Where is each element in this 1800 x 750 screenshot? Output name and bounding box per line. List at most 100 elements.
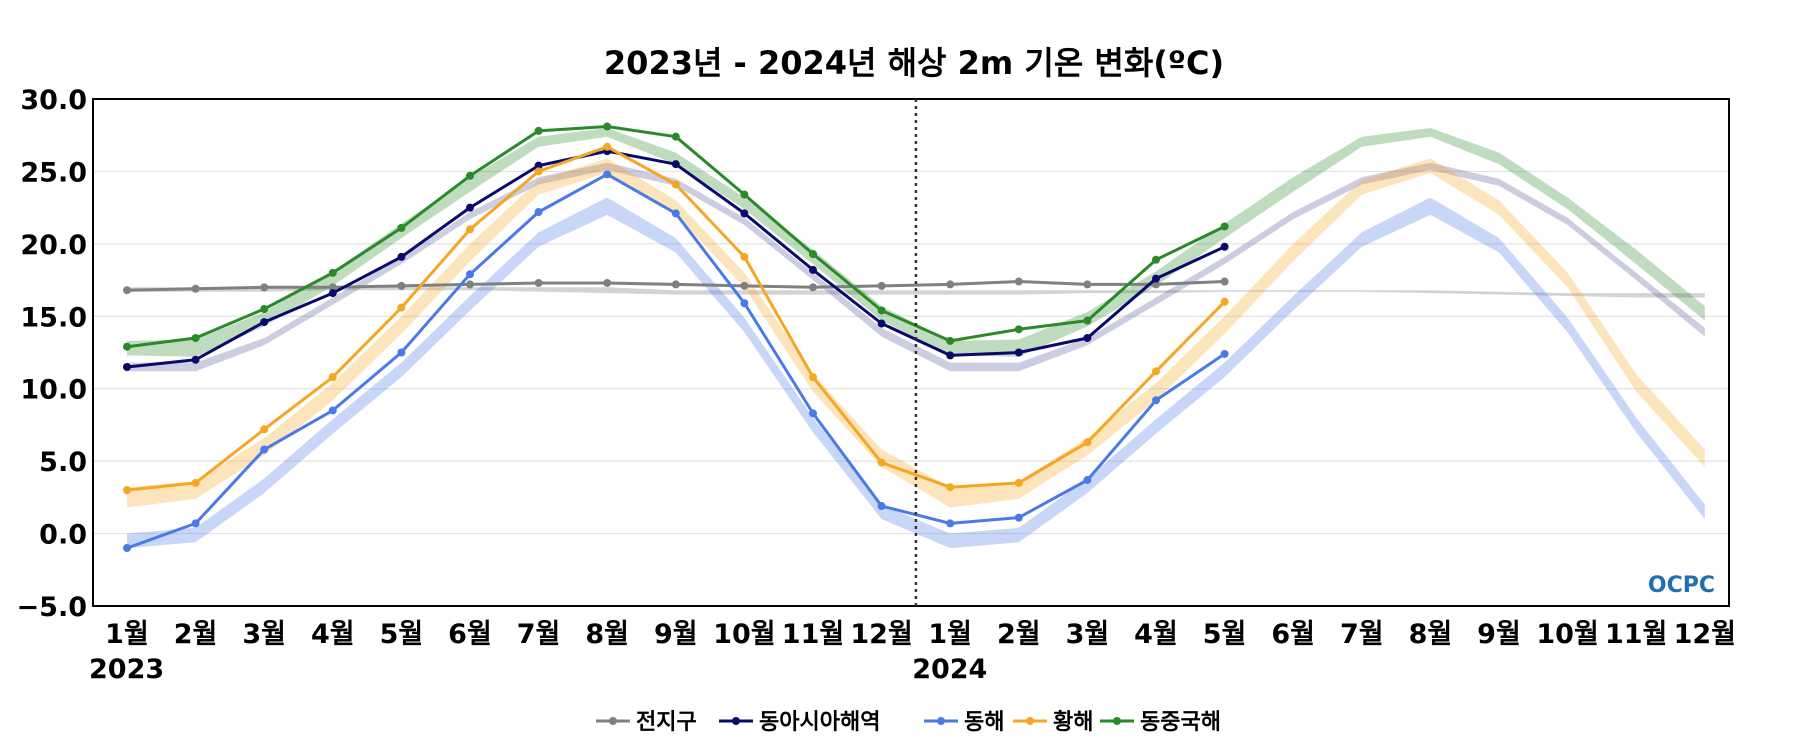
data-point xyxy=(260,283,269,292)
data-point xyxy=(740,281,749,290)
data-point xyxy=(809,373,817,382)
x-tick-label: 8월 xyxy=(585,619,629,650)
data-point xyxy=(191,334,200,343)
data-point xyxy=(260,305,269,314)
series-line-황해 xyxy=(126,145,1226,492)
x-tick-label: 5월 xyxy=(380,619,424,650)
data-point xyxy=(397,252,406,261)
y-tick-label: 15.0 xyxy=(20,302,87,333)
data-point xyxy=(740,190,749,199)
legend-swatch-marker xyxy=(1026,717,1034,725)
data-point xyxy=(671,180,680,189)
data-point xyxy=(123,486,131,495)
x-tick-label: 12월 xyxy=(850,619,912,650)
legend-item: 전지구 xyxy=(596,710,697,735)
data-point xyxy=(534,167,543,176)
y-tick-label: 10.0 xyxy=(20,375,87,406)
series-line-동해 xyxy=(126,172,1226,550)
data-point xyxy=(1220,349,1229,358)
data-point xyxy=(809,283,817,292)
data-point xyxy=(1083,334,1092,343)
data-point xyxy=(877,281,886,290)
year-label: 2023 xyxy=(89,654,164,685)
data-point xyxy=(946,280,955,289)
legend-item: 동해 xyxy=(924,710,1004,735)
data-point xyxy=(1083,280,1092,289)
climatology-band-전지구 xyxy=(127,287,1705,298)
data-lines xyxy=(123,122,1229,553)
x-tick-label: 3월 xyxy=(242,619,286,650)
data-point xyxy=(123,342,131,351)
x-tick-label: 6월 xyxy=(448,619,492,650)
data-point xyxy=(328,373,337,382)
axis-labels: 30.0 25.0 20.0 15.0 10.0 5.0 0.0 −5.0 1월 2월 3월 4월 5월… xyxy=(17,85,1736,685)
legend-label: 동아시아해역 xyxy=(759,710,880,735)
data-point xyxy=(534,161,543,170)
year-label: 2024 xyxy=(912,654,987,685)
y-tick-label: −5.0 xyxy=(17,592,87,623)
data-point xyxy=(1014,325,1023,334)
data-point xyxy=(328,283,337,292)
data-point xyxy=(946,351,955,360)
data-point xyxy=(1014,513,1023,522)
data-point xyxy=(809,265,817,274)
x-tick-label: 4월 xyxy=(1134,619,1178,650)
x-tick-label: 7월 xyxy=(517,619,561,650)
data-point xyxy=(877,319,886,328)
legend-swatch-marker xyxy=(937,717,945,725)
x-tick-label: 11월 xyxy=(1605,619,1667,650)
y-tick-label: 20.0 xyxy=(20,230,87,261)
data-point xyxy=(260,318,269,327)
data-point xyxy=(671,160,680,169)
data-point xyxy=(191,478,200,487)
climatology-bands xyxy=(127,128,1705,549)
data-point xyxy=(603,170,612,179)
data-point xyxy=(466,203,474,212)
data-point xyxy=(191,284,200,293)
y-tick-label: 0.0 xyxy=(39,520,87,551)
x-tick-label: 2월 xyxy=(997,619,1041,650)
data-point xyxy=(1014,478,1023,487)
data-point xyxy=(123,286,131,295)
data-point xyxy=(946,519,955,528)
legend-item: 동중국해 xyxy=(1100,710,1221,735)
data-point xyxy=(397,281,406,290)
data-point xyxy=(740,209,749,218)
x-tick-label: 9월 xyxy=(1477,619,1521,650)
x-tick-label: 8월 xyxy=(1409,619,1453,650)
y-tick-label: 30.0 xyxy=(20,85,87,116)
data-point xyxy=(397,303,406,312)
chart-title: 2023년 - 2024년 해상 2m 기온 변화(ºC) xyxy=(604,44,1224,82)
x-tick-label: 1월 xyxy=(105,619,149,650)
data-point xyxy=(191,519,200,528)
data-point xyxy=(1083,438,1092,447)
data-point xyxy=(123,362,131,371)
data-point xyxy=(946,336,955,345)
data-point xyxy=(1220,242,1229,251)
x-tick-label: 10월 xyxy=(713,619,775,650)
data-point xyxy=(1014,277,1023,286)
data-point xyxy=(397,223,406,232)
data-point xyxy=(466,270,474,279)
data-point xyxy=(191,355,200,364)
data-point xyxy=(260,445,269,454)
legend-swatch-marker xyxy=(732,717,740,725)
data-point xyxy=(809,249,817,258)
x-tick-label: 9월 xyxy=(654,619,698,650)
x-tick-label: 4월 xyxy=(311,619,355,650)
legend-swatch-marker xyxy=(1113,717,1121,725)
data-point xyxy=(603,142,612,151)
data-point xyxy=(328,289,337,298)
data-point xyxy=(534,278,543,287)
data-point xyxy=(1220,277,1229,286)
data-point xyxy=(534,207,543,216)
legend-label: 전지구 xyxy=(636,710,697,735)
x-tick-label: 6월 xyxy=(1271,619,1315,650)
data-point xyxy=(260,425,269,434)
data-point xyxy=(603,122,612,131)
data-point xyxy=(946,483,955,492)
data-point xyxy=(809,409,817,418)
data-point xyxy=(740,299,749,308)
data-point xyxy=(877,458,886,467)
